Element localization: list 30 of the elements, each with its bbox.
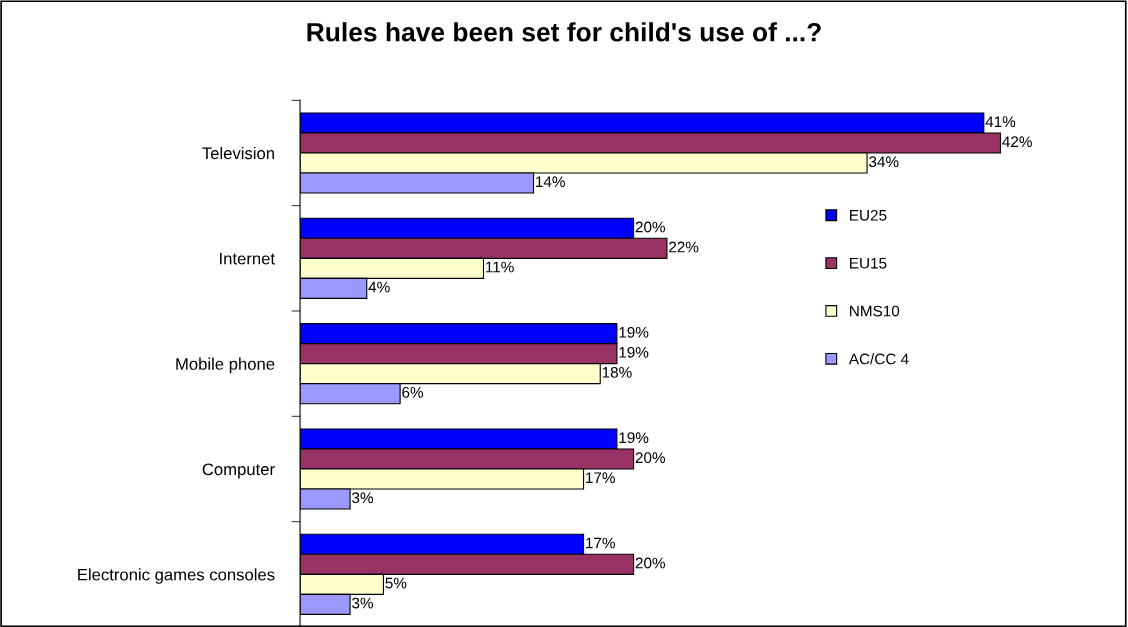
data-label: 34% bbox=[869, 156, 899, 168]
data-label: 17% bbox=[586, 472, 615, 484]
data-label: 4% bbox=[368, 281, 390, 293]
data-label: 3% bbox=[352, 492, 374, 504]
y-tick-label: Internet bbox=[220, 252, 275, 265]
data-label: 18% bbox=[602, 366, 632, 378]
legend-label: EU25 bbox=[850, 209, 887, 221]
data-label: 6% bbox=[402, 386, 424, 398]
data-label: 19% bbox=[619, 326, 649, 338]
y-tick-label: Computer bbox=[202, 463, 275, 479]
data-label: 3% bbox=[352, 597, 374, 609]
legend-label: NMS10 bbox=[850, 305, 900, 317]
legend-label: EU15 bbox=[850, 257, 887, 269]
data-label: 17% bbox=[586, 537, 615, 549]
data-label: 14% bbox=[536, 176, 565, 188]
chart-title: Rules have been set for child's use of ...? bbox=[307, 22, 821, 42]
data-label: 41% bbox=[985, 116, 1016, 128]
data-label: 20% bbox=[635, 557, 666, 569]
y-tick-label: Mobile phone bbox=[176, 357, 275, 374]
data-label: 42% bbox=[1002, 136, 1032, 148]
data-label: 20% bbox=[635, 452, 666, 464]
data-label: 19% bbox=[619, 346, 649, 358]
data-label: 11% bbox=[486, 261, 514, 273]
data-label: 5% bbox=[385, 577, 407, 589]
data-label: 19% bbox=[619, 432, 649, 444]
data-label: 20% bbox=[635, 221, 666, 233]
data-label: 22% bbox=[669, 241, 699, 253]
legend-label: AC/CC 4 bbox=[848, 353, 909, 365]
y-tick-label: Electronic games consoles bbox=[78, 568, 275, 584]
y-tick-label: Television bbox=[202, 146, 274, 160]
